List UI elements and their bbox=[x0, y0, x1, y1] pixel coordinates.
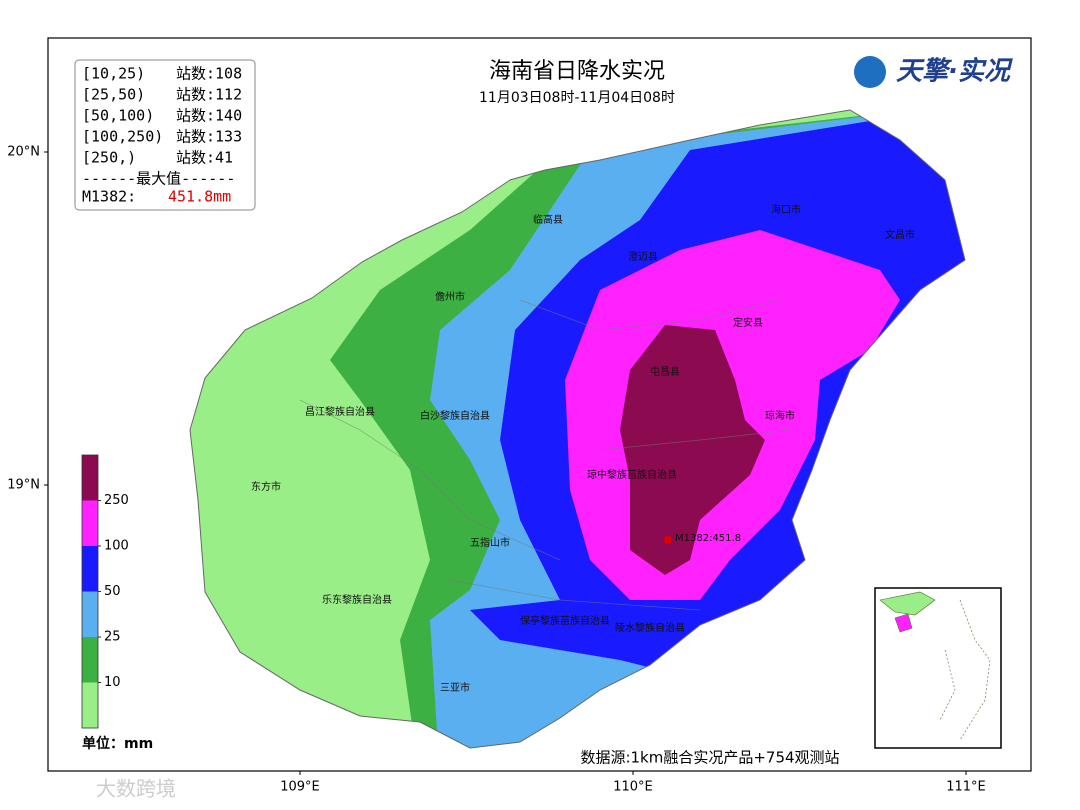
zone-maroon bbox=[620, 325, 765, 575]
max-marker bbox=[664, 536, 672, 544]
inset-hainan bbox=[894, 613, 913, 633]
stats-range: [100,250) bbox=[82, 128, 163, 146]
lat-label: 20°N bbox=[7, 145, 40, 160]
place-label: 海口市 bbox=[771, 203, 801, 216]
map-frame bbox=[47, 37, 1032, 772]
place-label: 琼海市 bbox=[765, 409, 795, 422]
legend-swatch bbox=[82, 591, 98, 637]
place-label: 儋州市 bbox=[435, 290, 465, 303]
place-label: 屯昌县 bbox=[650, 365, 680, 378]
legend-swatch bbox=[82, 637, 98, 683]
stats-range: [50,100) bbox=[82, 107, 154, 125]
logo-text: 天擎·实况 bbox=[896, 57, 1014, 87]
lon-label: 111°E bbox=[946, 780, 986, 795]
legend-swatch bbox=[82, 546, 98, 592]
legend-swatch bbox=[82, 455, 98, 501]
place-label: 保亭黎族苗族自治县 bbox=[520, 614, 610, 627]
stats-range: [250,) bbox=[82, 149, 136, 167]
stats-max-header: ------最大值------ bbox=[82, 170, 235, 188]
place-label: 白沙黎族自治县 bbox=[420, 409, 490, 422]
inset-islands bbox=[939, 599, 991, 741]
watermark: 大数跨境 bbox=[96, 777, 176, 801]
subtitle: 11月03日08时-11月04日08时 bbox=[479, 90, 675, 106]
county-borders bbox=[299, 299, 791, 611]
max-marker-label: M1382:451.8 bbox=[675, 533, 741, 544]
place-label: 临高县 bbox=[533, 213, 563, 226]
stats-count: 站数:112 bbox=[176, 86, 242, 104]
legend-label: 250 bbox=[104, 493, 129, 508]
legend-swatch bbox=[82, 500, 98, 546]
legend-label: 100 bbox=[104, 539, 129, 554]
stats-range: [25,50) bbox=[82, 86, 145, 104]
legend-swatch bbox=[82, 682, 98, 728]
place-label: 琼中黎族苗族自治县 bbox=[587, 468, 677, 481]
stats-count: 站数:108 bbox=[176, 65, 242, 83]
place-label: 五指山市 bbox=[470, 536, 510, 549]
place-label: 文昌市 bbox=[885, 228, 915, 241]
place-label: 昌江黎族自治县 bbox=[305, 405, 375, 418]
place-label: 乐东黎族自治县 bbox=[322, 593, 392, 606]
rainfall-field bbox=[190, 110, 965, 748]
legend-label: 50 bbox=[104, 584, 121, 599]
legend-label: 10 bbox=[104, 675, 121, 690]
place-label: 定安县 bbox=[733, 316, 763, 329]
lon-label: 109°E bbox=[280, 780, 320, 795]
title: 海南省日降水实况 bbox=[489, 59, 665, 84]
place-label: 陵水黎族自治县 bbox=[615, 621, 685, 634]
logo-icon bbox=[854, 56, 886, 88]
legend-unit: 单位：mm bbox=[82, 735, 153, 752]
stats-count: 站数:140 bbox=[176, 107, 242, 125]
inset-map bbox=[874, 587, 1002, 749]
island-outline bbox=[189, 109, 966, 749]
stats-count: 站数:41 bbox=[176, 149, 233, 167]
stats-range: [10,25) bbox=[82, 65, 145, 83]
lat-label: 19°N bbox=[7, 478, 40, 493]
legend-label: 25 bbox=[104, 630, 121, 645]
data-source: 数据源:1km融合实况产品+754观测站 bbox=[580, 749, 839, 767]
stats-max-value: 451.8mm bbox=[168, 188, 231, 206]
stats-count: 站数:133 bbox=[176, 128, 242, 146]
stats-box bbox=[74, 59, 256, 211]
lon-label: 110°E bbox=[613, 780, 653, 795]
inset-land bbox=[879, 591, 936, 616]
header-logo: 天擎·实况 bbox=[854, 56, 1014, 88]
place-label: 东方市 bbox=[251, 480, 281, 493]
stats-max-station: M1382: bbox=[82, 188, 136, 206]
place-label: 澄迈县 bbox=[628, 250, 658, 263]
place-label: 三亚市 bbox=[440, 681, 470, 694]
inset-frame bbox=[874, 587, 1002, 749]
